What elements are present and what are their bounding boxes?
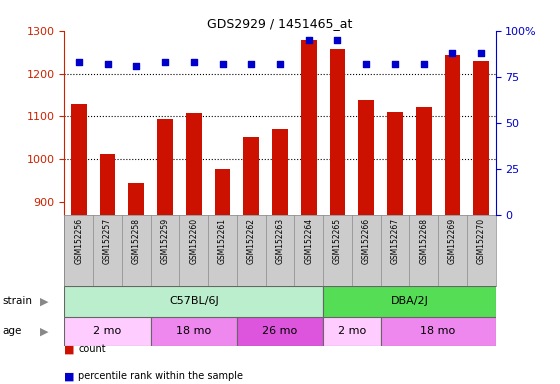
Point — [218, 61, 227, 67]
Text: 18 mo: 18 mo — [176, 326, 211, 336]
Bar — [64, 317, 151, 346]
Title: GDS2929 / 1451465_at: GDS2929 / 1451465_at — [207, 17, 353, 30]
Bar — [71, 104, 87, 215]
Point — [189, 59, 198, 65]
Text: C57BL/6J: C57BL/6J — [169, 296, 218, 306]
Bar — [445, 55, 460, 215]
Text: GSM152265: GSM152265 — [333, 218, 342, 264]
Bar — [358, 100, 374, 215]
Bar — [244, 137, 259, 215]
Bar — [416, 107, 432, 215]
Bar — [473, 61, 489, 215]
Point — [477, 50, 486, 56]
Text: ▶: ▶ — [40, 296, 49, 306]
Text: GSM152263: GSM152263 — [276, 218, 284, 264]
Text: GSM152258: GSM152258 — [132, 218, 141, 264]
Text: ■: ■ — [64, 344, 75, 354]
Bar — [237, 317, 323, 346]
Bar — [128, 183, 144, 215]
Text: ■: ■ — [64, 371, 75, 381]
Bar — [387, 112, 403, 215]
Bar — [330, 49, 346, 215]
Text: GSM152264: GSM152264 — [304, 218, 313, 264]
Bar — [64, 286, 323, 317]
Bar — [100, 154, 115, 215]
Text: GSM152267: GSM152267 — [390, 218, 399, 264]
Point — [333, 37, 342, 43]
Text: count: count — [78, 344, 106, 354]
Bar — [323, 317, 381, 346]
Point — [132, 63, 141, 69]
Bar — [151, 317, 237, 346]
Text: 26 mo: 26 mo — [263, 326, 297, 336]
Text: percentile rank within the sample: percentile rank within the sample — [78, 371, 244, 381]
Text: strain: strain — [3, 296, 33, 306]
Point — [304, 37, 313, 43]
Text: GSM152266: GSM152266 — [362, 218, 371, 264]
Text: GSM152260: GSM152260 — [189, 218, 198, 264]
Point — [362, 61, 371, 67]
Text: GSM152269: GSM152269 — [448, 218, 457, 264]
Text: ▶: ▶ — [40, 326, 49, 336]
Text: GSM152270: GSM152270 — [477, 218, 486, 264]
Bar — [186, 113, 202, 215]
Point — [390, 61, 399, 67]
Text: GSM152261: GSM152261 — [218, 218, 227, 264]
Point — [448, 50, 457, 56]
Point — [419, 61, 428, 67]
Bar — [157, 119, 173, 215]
Point — [103, 61, 112, 67]
Text: GSM152256: GSM152256 — [74, 218, 83, 264]
Text: GSM152262: GSM152262 — [247, 218, 256, 264]
Text: 2 mo: 2 mo — [338, 326, 366, 336]
Point — [247, 61, 256, 67]
Text: DBA/2J: DBA/2J — [390, 296, 428, 306]
Bar — [301, 40, 316, 215]
Text: age: age — [3, 326, 22, 336]
Bar — [381, 317, 496, 346]
Text: 2 mo: 2 mo — [94, 326, 122, 336]
Bar — [214, 169, 230, 215]
Bar — [272, 129, 288, 215]
Text: GSM152259: GSM152259 — [161, 218, 170, 264]
Point — [276, 61, 284, 67]
Bar — [323, 286, 496, 317]
Text: GSM152257: GSM152257 — [103, 218, 112, 264]
Text: GSM152268: GSM152268 — [419, 218, 428, 264]
Point — [74, 59, 83, 65]
Text: 18 mo: 18 mo — [421, 326, 456, 336]
Point — [161, 59, 170, 65]
